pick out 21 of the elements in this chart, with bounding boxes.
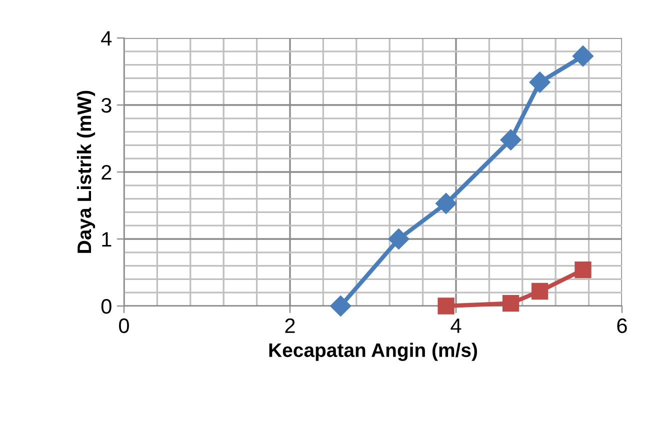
y-axis-title: Daya Listrik (mW): [76, 90, 96, 253]
x-tick-label: 0: [119, 318, 129, 334]
point: [500, 129, 522, 150]
point: [529, 72, 550, 93]
point: [502, 294, 520, 312]
x-tick-label: 6: [617, 318, 627, 334]
x-tick-label: 2: [285, 318, 295, 333]
point: [572, 46, 594, 67]
point: [388, 228, 410, 250]
point: [531, 282, 548, 300]
point: [438, 298, 454, 314]
x-axis-title: Kecapatan Angin (m/s): [269, 342, 478, 361]
y-tick-label: 1: [102, 232, 112, 247]
point: [574, 261, 592, 278]
y-tick-label: 0: [101, 299, 112, 314]
y-tick-label: 3: [101, 98, 112, 113]
x-tick-label: 4: [450, 318, 462, 333]
y-tick-label: 2: [102, 165, 112, 180]
point: [330, 295, 352, 317]
y-tick-label: 4: [101, 31, 112, 46]
point: [436, 192, 457, 214]
